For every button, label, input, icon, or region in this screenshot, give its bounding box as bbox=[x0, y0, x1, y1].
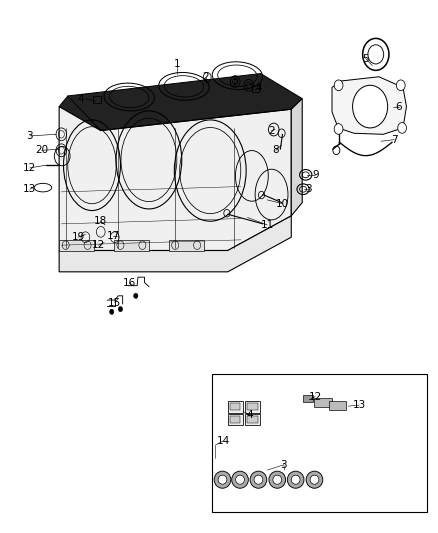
Text: 13: 13 bbox=[353, 400, 366, 410]
Bar bbox=[247, 416, 258, 423]
Text: 1: 1 bbox=[174, 59, 181, 69]
Text: 4: 4 bbox=[78, 94, 85, 103]
Bar bbox=[314, 398, 332, 407]
Ellipse shape bbox=[273, 475, 282, 484]
Text: 14: 14 bbox=[217, 436, 230, 446]
Text: 9: 9 bbox=[312, 170, 319, 180]
Polygon shape bbox=[59, 240, 94, 251]
Circle shape bbox=[396, 80, 405, 91]
Text: 20: 20 bbox=[35, 146, 48, 155]
Text: 7: 7 bbox=[391, 135, 398, 144]
Text: 8: 8 bbox=[272, 146, 279, 155]
Polygon shape bbox=[59, 74, 302, 131]
Ellipse shape bbox=[306, 471, 323, 488]
Text: 6: 6 bbox=[395, 102, 402, 111]
Bar bbox=[230, 416, 240, 423]
Polygon shape bbox=[59, 216, 291, 272]
Text: 3: 3 bbox=[231, 76, 238, 86]
Bar bbox=[245, 414, 260, 425]
Ellipse shape bbox=[236, 475, 244, 484]
Polygon shape bbox=[169, 240, 204, 251]
Bar bbox=[212, 374, 427, 512]
Bar bbox=[247, 403, 258, 410]
Text: 2: 2 bbox=[268, 126, 275, 135]
Text: 17: 17 bbox=[106, 231, 120, 240]
Polygon shape bbox=[114, 240, 149, 251]
Circle shape bbox=[398, 123, 406, 133]
Ellipse shape bbox=[291, 475, 300, 484]
Text: 10: 10 bbox=[276, 199, 289, 208]
Polygon shape bbox=[332, 77, 406, 134]
Ellipse shape bbox=[214, 471, 231, 488]
Text: 16: 16 bbox=[123, 278, 136, 288]
Text: 19: 19 bbox=[71, 232, 85, 242]
Bar bbox=[230, 403, 240, 410]
Text: 12: 12 bbox=[309, 392, 322, 401]
Bar bbox=[303, 395, 313, 402]
Ellipse shape bbox=[269, 471, 286, 488]
Ellipse shape bbox=[232, 471, 248, 488]
Text: 12: 12 bbox=[23, 163, 36, 173]
Circle shape bbox=[334, 80, 343, 91]
Polygon shape bbox=[59, 107, 291, 251]
Circle shape bbox=[110, 309, 114, 314]
Text: 5: 5 bbox=[362, 54, 369, 63]
Bar bbox=[252, 85, 259, 92]
Circle shape bbox=[118, 306, 123, 312]
Ellipse shape bbox=[310, 475, 319, 484]
Text: 3: 3 bbox=[305, 184, 312, 194]
Text: 3: 3 bbox=[26, 131, 33, 141]
Text: 11: 11 bbox=[261, 220, 274, 230]
Circle shape bbox=[353, 85, 388, 128]
Text: 2: 2 bbox=[202, 72, 209, 82]
Ellipse shape bbox=[250, 471, 267, 488]
Text: 18: 18 bbox=[94, 216, 107, 226]
Text: 15: 15 bbox=[108, 298, 121, 308]
Bar bbox=[328, 401, 346, 410]
Bar bbox=[93, 96, 101, 103]
Bar bbox=[228, 401, 243, 413]
Ellipse shape bbox=[218, 475, 227, 484]
Bar bbox=[228, 414, 243, 425]
Text: 13: 13 bbox=[23, 184, 36, 194]
Text: 4: 4 bbox=[255, 84, 262, 93]
Text: 4: 4 bbox=[246, 410, 253, 419]
Bar bbox=[245, 401, 260, 413]
Circle shape bbox=[334, 124, 343, 134]
Circle shape bbox=[134, 293, 138, 298]
Text: 3: 3 bbox=[280, 460, 287, 470]
Ellipse shape bbox=[287, 471, 304, 488]
Text: 12: 12 bbox=[92, 240, 105, 250]
Ellipse shape bbox=[254, 475, 263, 484]
Polygon shape bbox=[291, 99, 302, 216]
